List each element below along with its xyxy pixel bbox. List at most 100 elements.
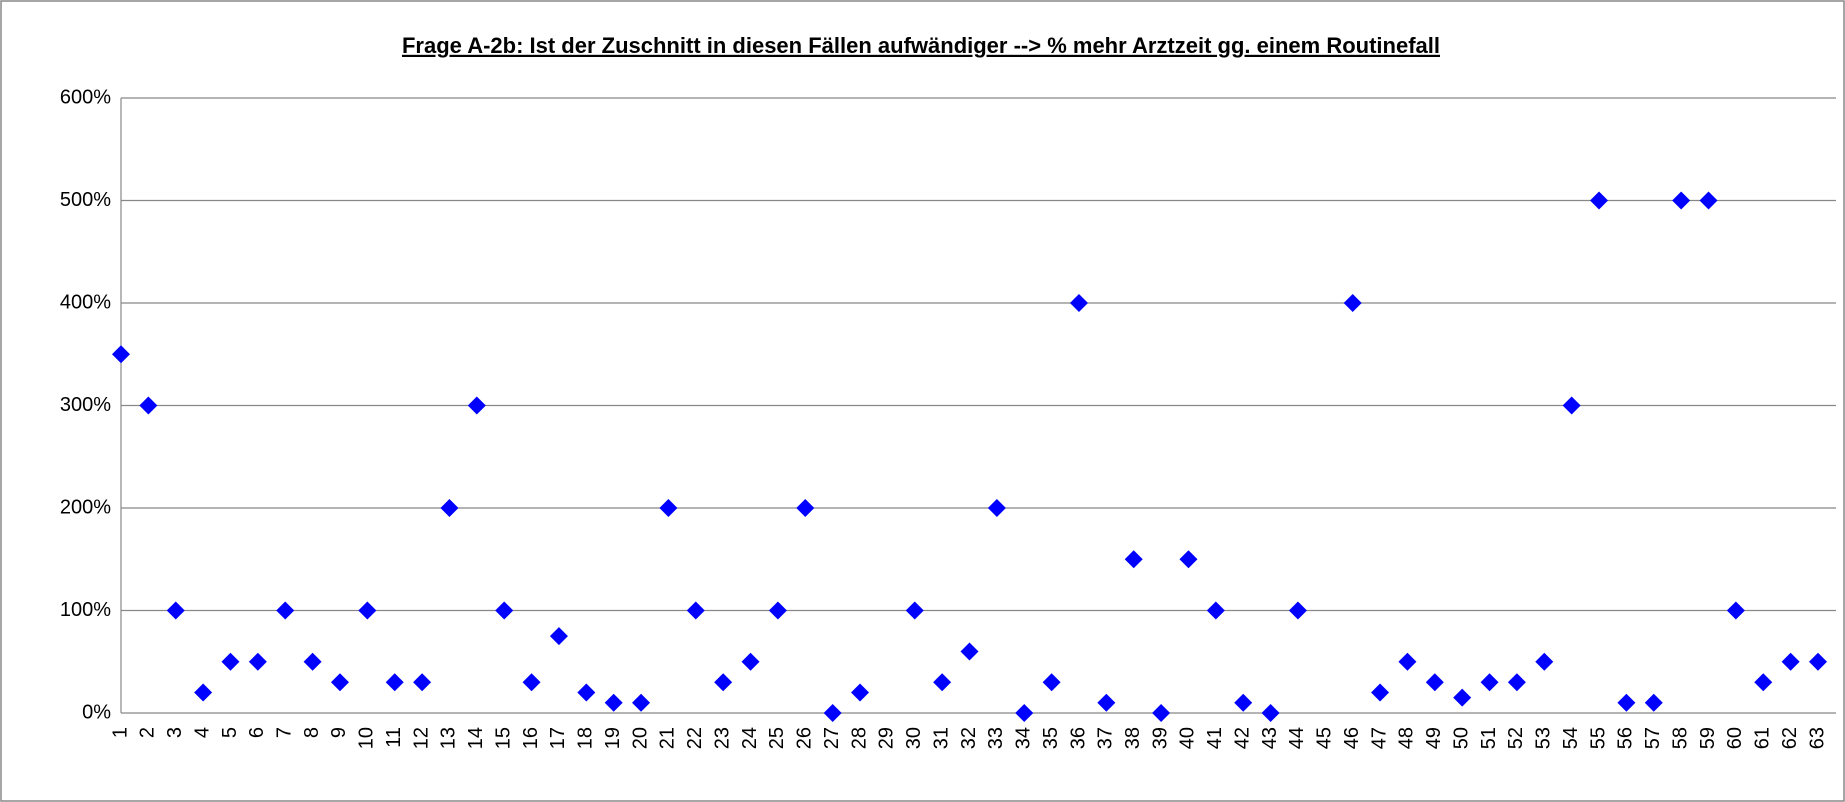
marker: [440, 499, 459, 517]
marker: [1288, 601, 1307, 620]
x-tick-label: 54: [1560, 727, 1582, 749]
x-tick-label: 61: [1752, 727, 1774, 749]
marker: [1261, 704, 1280, 722]
x-tick-label: 23: [711, 727, 733, 749]
marker: [221, 652, 240, 671]
x-tick-label: 5: [219, 727, 241, 738]
x-tick-label: 18: [575, 727, 597, 749]
x-tick-label: 49: [1423, 727, 1445, 749]
marker: [933, 673, 952, 692]
marker: [796, 499, 815, 517]
x-tick-label: 43: [1259, 727, 1281, 749]
x-tick-label: 47: [1368, 727, 1390, 749]
x-tick-label: 60: [1724, 727, 1746, 749]
x-tick-label: 33: [985, 727, 1007, 749]
marker: [1042, 673, 1061, 692]
x-tick-label: 3: [164, 727, 186, 738]
marker: [276, 601, 295, 620]
y-tick-label: 500%: [60, 189, 111, 211]
x-tick-label: 22: [684, 727, 706, 749]
x-tick-label: 32: [958, 727, 980, 749]
x-tick-label: 4: [191, 727, 213, 738]
x-tick-label: 13: [438, 727, 460, 749]
x-tick-label: 1: [109, 727, 131, 738]
x-tick-label: 41: [1204, 727, 1226, 749]
marker: [1097, 693, 1116, 712]
marker: [823, 704, 842, 722]
marker: [1343, 294, 1362, 312]
y-tick-label: 200%: [60, 496, 111, 518]
marker: [1425, 673, 1444, 692]
x-tick-label: 36: [1067, 727, 1089, 749]
x-tick-label: 40: [1177, 727, 1199, 749]
marker: [385, 673, 404, 692]
marker: [1453, 688, 1472, 707]
marker: [1206, 601, 1225, 620]
x-tick-label: 50: [1450, 727, 1472, 749]
marker: [1590, 191, 1609, 210]
x-tick-label: 17: [547, 727, 569, 749]
marker: [413, 673, 432, 692]
marker: [1726, 601, 1745, 620]
marker: [1152, 704, 1171, 722]
marker: [987, 499, 1006, 517]
marker: [1015, 704, 1034, 722]
x-tick-label: 8: [301, 727, 323, 738]
marker: [522, 673, 541, 692]
marker: [960, 642, 979, 661]
x-tick-label: 10: [356, 727, 378, 749]
x-tick-label: 56: [1615, 727, 1637, 749]
y-tick-label: 100%: [60, 599, 111, 621]
marker: [1124, 550, 1143, 569]
marker: [1398, 652, 1417, 671]
marker: [1672, 191, 1691, 210]
marker: [358, 601, 377, 620]
x-tick-label: 14: [465, 727, 487, 749]
x-tick-label: 35: [1040, 727, 1062, 749]
chart-title: Frage A-2b: Ist der Zuschnitt in diesen …: [402, 33, 1440, 58]
x-tick-label: 31: [930, 727, 952, 749]
x-tick-label: 2: [137, 727, 159, 738]
y-tick-label: 400%: [60, 291, 111, 313]
x-tick-label: 30: [903, 727, 925, 749]
x-tick-label: 9: [328, 727, 350, 738]
marker: [1617, 693, 1636, 712]
x-tick-label: 27: [821, 727, 843, 749]
marker: [1644, 693, 1663, 712]
marker: [1754, 673, 1773, 692]
x-tick-label: 11: [383, 727, 405, 748]
x-tick-label: 7: [274, 727, 296, 738]
x-tick-label: 58: [1669, 727, 1691, 749]
x-tick-label: 39: [1149, 727, 1171, 749]
marker: [741, 652, 760, 671]
y-tick-label: 600%: [60, 86, 111, 108]
x-tick-label: 6: [246, 727, 268, 738]
marker: [851, 683, 870, 702]
marker: [632, 693, 651, 712]
marker: [577, 683, 596, 702]
marker: [768, 601, 787, 620]
marker: [1507, 673, 1526, 692]
marker: [604, 693, 623, 712]
marker: [112, 345, 130, 364]
marker: [905, 601, 924, 620]
x-tick-label: 48: [1396, 727, 1418, 749]
x-tick-label: 26: [794, 727, 816, 749]
x-tick-label: 16: [520, 727, 542, 749]
x-tick-label: 21: [657, 727, 679, 749]
marker: [659, 499, 678, 517]
x-tick-label: 53: [1533, 727, 1555, 749]
x-tick-label: 34: [1013, 727, 1035, 749]
marker: [139, 396, 158, 415]
marker: [1234, 693, 1253, 712]
x-tick-label: 44: [1286, 727, 1308, 749]
marker: [1179, 550, 1198, 569]
x-tick-label: 55: [1587, 727, 1609, 749]
marker: [166, 601, 185, 620]
x-tick-label: 29: [876, 727, 898, 749]
y-tick-label: 0%: [82, 701, 111, 723]
x-tick-label: 24: [739, 727, 761, 749]
x-tick-label: 62: [1779, 727, 1801, 749]
